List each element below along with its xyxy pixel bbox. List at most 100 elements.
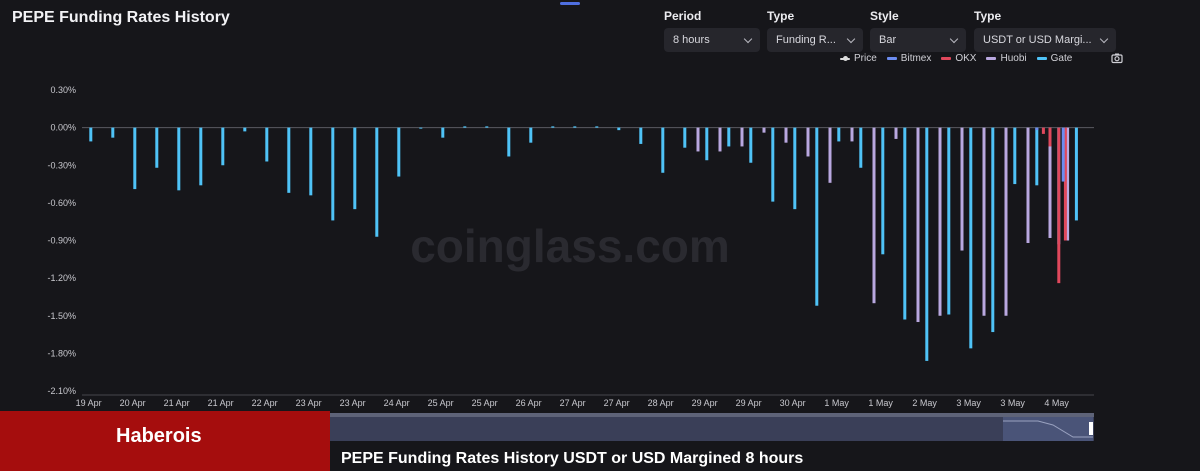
margin-type-control[interactable]: Type USDT or USD Margi... (974, 8, 1116, 52)
bar-gate[interactable] (507, 127, 511, 157)
type-control[interactable]: Type Funding R... (767, 8, 863, 52)
bar-gate[interactable] (287, 127, 291, 193)
bar-gate[interactable] (177, 127, 181, 191)
bar-huobi[interactable] (960, 127, 964, 251)
bar-huobi[interactable] (828, 127, 832, 183)
bar-gate[interactable] (353, 127, 357, 210)
bar-gate[interactable] (947, 127, 951, 315)
bar-gate[interactable] (991, 127, 995, 333)
bar-okx[interactable] (1048, 127, 1052, 147)
bar-gate[interactable] (1035, 127, 1039, 186)
bar-huobi[interactable] (916, 127, 920, 323)
period-select[interactable]: 8 hours (664, 28, 760, 52)
bar-huobi[interactable] (806, 127, 810, 157)
y-tick-label: -0.30% (47, 160, 76, 170)
bar-bitmex[interactable] (1035, 127, 1039, 131)
bar-gate[interactable] (419, 127, 423, 129)
bar-gate[interactable] (639, 127, 643, 144)
bar-gate[interactable] (1074, 127, 1078, 221)
bar-gate[interactable] (529, 127, 533, 143)
bar-huobi[interactable] (718, 127, 722, 152)
bar-gate[interactable] (111, 127, 115, 138)
bar-gate[interactable] (837, 127, 841, 142)
legend-label-gate: Gate (1050, 53, 1073, 64)
bar-gate[interactable] (221, 127, 225, 166)
bar-gate[interactable] (89, 127, 93, 142)
bar-huobi[interactable] (1026, 127, 1030, 244)
bar-bitmex[interactable] (1061, 127, 1065, 182)
navigator-grip-icon[interactable]: ▪▪ (583, 410, 589, 419)
camera-icon[interactable] (1111, 52, 1123, 64)
bar-huobi[interactable] (740, 127, 744, 147)
bar-huobi[interactable] (872, 127, 876, 304)
x-tick-label: 29 Apr (692, 398, 718, 408)
bar-okx[interactable] (1041, 127, 1045, 134)
x-tick-label: 25 Apr (472, 398, 498, 408)
bar-huobi[interactable] (850, 127, 854, 142)
bar-huobi[interactable] (762, 127, 766, 133)
legend-item-okx[interactable]: OKX (941, 53, 976, 64)
bar-gate[interactable] (815, 127, 819, 306)
legend-swatch-gate (1036, 57, 1047, 60)
legend-item-bitmex[interactable]: Bitmex (886, 53, 931, 64)
period-control[interactable]: Period 8 hours (664, 8, 760, 52)
legend-swatch-okx (941, 57, 952, 60)
navigator-handle-right[interactable] (1089, 422, 1093, 435)
bar-huobi[interactable] (982, 127, 986, 316)
bar-gate[interactable] (727, 127, 731, 147)
bar-gate[interactable] (925, 127, 929, 361)
bar-huobi[interactable] (1066, 127, 1070, 241)
bar-gate[interactable] (859, 127, 863, 168)
style-select[interactable]: Bar (870, 28, 966, 52)
bar-gate[interactable] (155, 127, 159, 168)
bar-gate[interactable] (551, 126, 555, 128)
bar-gate[interactable] (661, 127, 665, 173)
bar-gate[interactable] (749, 127, 753, 163)
bar-gate[interactable] (573, 126, 577, 128)
bar-gate[interactable] (463, 126, 467, 128)
type-label: Type (767, 9, 795, 23)
bar-gate[interactable] (309, 127, 313, 196)
bar-okx[interactable] (1057, 127, 1061, 284)
bar-okx[interactable] (1063, 127, 1067, 241)
bar-gate[interactable] (485, 126, 489, 128)
bar-huobi[interactable] (938, 127, 942, 316)
bar-huobi[interactable] (1048, 127, 1052, 238)
bar-gate[interactable] (441, 127, 445, 138)
bar-huobi[interactable] (894, 127, 898, 139)
bar-gate[interactable] (397, 127, 401, 177)
bar-huobi[interactable] (696, 127, 700, 152)
bar-gate[interactable] (243, 127, 247, 132)
chart-caption: PEPE Funding Rates History USDT or USD M… (341, 450, 804, 467)
bar-gate[interactable] (617, 127, 621, 131)
legend-item-price[interactable]: Price (840, 53, 877, 64)
x-tick-label: 27 Apr (560, 398, 586, 408)
brand-banner: Haberois (0, 411, 330, 471)
bar-gate[interactable] (881, 127, 885, 255)
type-select[interactable]: Funding R... (767, 28, 863, 52)
bar-gate[interactable] (705, 127, 709, 161)
margin-type-label: Type (974, 9, 1002, 23)
bar-huobi[interactable] (1004, 127, 1008, 316)
x-tick-label: 23 Apr (296, 398, 322, 408)
legend-label-price: Price (854, 53, 877, 64)
bar-huobi[interactable] (784, 127, 788, 143)
bar-gate[interactable] (969, 127, 973, 349)
scroll-indicator[interactable] (560, 2, 580, 5)
style-control[interactable]: Style Bar (870, 8, 966, 52)
margin-type-select[interactable]: USDT or USD Margi... (974, 28, 1116, 52)
bar-gate[interactable] (903, 127, 907, 320)
bar-gate[interactable] (199, 127, 203, 186)
bar-gate[interactable] (1013, 127, 1017, 185)
y-tick-label: -1.20% (47, 273, 76, 283)
legend-item-huobi[interactable]: Huobi (986, 53, 1027, 64)
bar-gate[interactable] (375, 127, 379, 237)
bar-gate[interactable] (331, 127, 335, 221)
bar-gate[interactable] (265, 127, 269, 162)
bar-gate[interactable] (133, 127, 137, 190)
bar-gate[interactable] (771, 127, 775, 202)
bar-gate[interactable] (595, 126, 599, 128)
bar-gate[interactable] (683, 127, 687, 148)
bar-gate[interactable] (793, 127, 797, 210)
legend-item-gate[interactable]: Gate (1036, 53, 1073, 64)
